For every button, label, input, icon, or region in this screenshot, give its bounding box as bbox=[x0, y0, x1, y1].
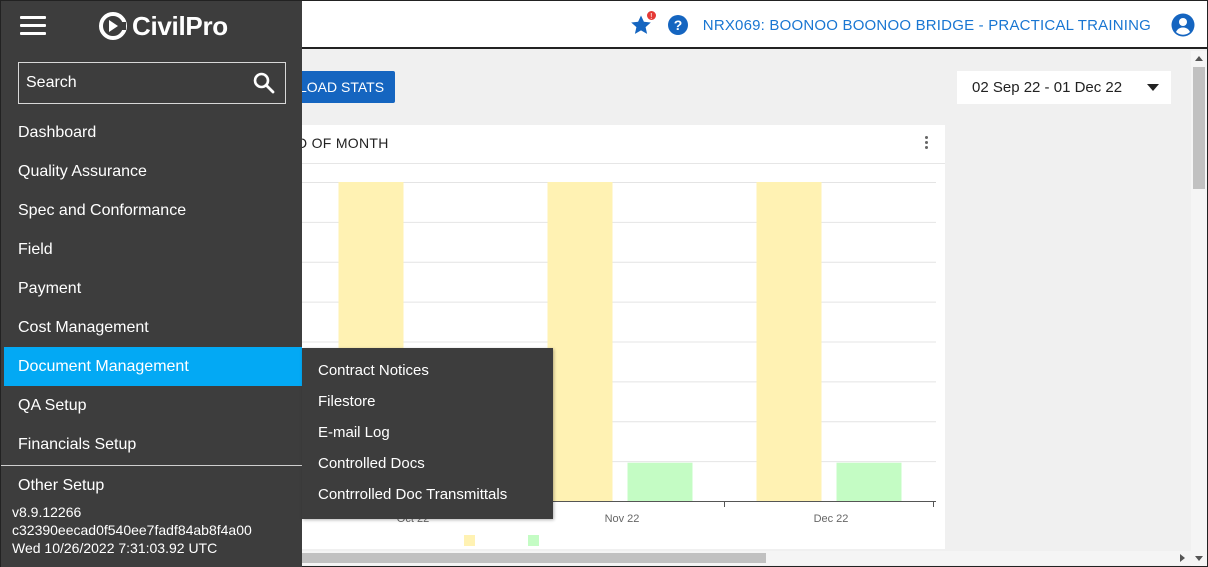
sidebar-item-qa-setup[interactable]: QA Setup bbox=[18, 397, 87, 414]
sidebar-item-other-setup[interactable]: Other Setup bbox=[18, 477, 105, 494]
sidebar-item-spec-and-conformance[interactable]: Spec and Conformance bbox=[18, 202, 187, 219]
sidebar-item-dashboard[interactable]: Dashboard bbox=[18, 124, 97, 141]
submenu-item-email-log[interactable]: E-mail Log bbox=[318, 424, 390, 441]
submenu-item-contract-notices[interactable]: Contract Notices bbox=[318, 362, 429, 379]
sidebar-item-document-management[interactable]: Document Management bbox=[4, 347, 302, 386]
date-range-value: 02 Sep 22 - 01 Dec 22 bbox=[972, 79, 1123, 96]
bar bbox=[627, 462, 693, 501]
horizontal-scroll-thumb[interactable] bbox=[291, 553, 766, 563]
vertical-scrollbar[interactable] bbox=[1191, 51, 1207, 566]
search-icon[interactable] bbox=[252, 71, 276, 95]
x-tick-label: Dec 22 bbox=[814, 513, 849, 525]
sidebar-header: CivilPro bbox=[1, 1, 302, 51]
version-info: v8.9.12266 c32390eecad0f540ee7fadf84ab8f… bbox=[12, 503, 302, 557]
search-input[interactable] bbox=[26, 74, 241, 92]
x-tick-label: Nov 22 bbox=[605, 513, 640, 525]
build-timestamp: Wed 10/26/2022 7:31:03.92 UTC bbox=[12, 540, 218, 556]
hamburger-menu-icon[interactable] bbox=[20, 16, 46, 36]
user-icon[interactable] bbox=[1171, 13, 1195, 37]
dropdown-caret-icon bbox=[1147, 84, 1159, 91]
top-bar-actions: ! ? NRX069: BOONOO BOONOO BRIDGE - PRACT… bbox=[629, 1, 1195, 49]
favourites-button[interactable]: ! bbox=[629, 10, 657, 37]
civilpro-logo-icon bbox=[99, 12, 127, 40]
vertical-scroll-thumb[interactable] bbox=[1193, 67, 1205, 189]
star-icon bbox=[630, 15, 651, 34]
search-field[interactable] bbox=[18, 62, 286, 104]
card-divider bbox=[291, 163, 945, 164]
horizontal-scrollbar[interactable] bbox=[291, 551, 1191, 565]
brand-logo[interactable]: CivilPro bbox=[98, 9, 228, 43]
chart-card-title: D OF MONTH bbox=[297, 135, 389, 151]
more-options-icon[interactable] bbox=[923, 136, 929, 152]
sidebar-item-field[interactable]: Field bbox=[18, 241, 53, 258]
help-icon[interactable]: ? bbox=[667, 14, 689, 36]
notification-badge: ! bbox=[645, 10, 657, 21]
load-stats-button[interactable]: LOAD STATS bbox=[291, 71, 396, 103]
legend-swatch bbox=[464, 535, 475, 546]
bar bbox=[836, 462, 902, 501]
submenu-item-controlled-doc-transmittals[interactable]: Contrrolled Doc Transmittals bbox=[318, 486, 508, 503]
sidebar-item-quality-assurance[interactable]: Quality Assurance bbox=[18, 163, 147, 180]
brand-name: CivilPro bbox=[132, 10, 228, 41]
bar bbox=[547, 182, 613, 501]
submenu-item-controlled-docs[interactable]: Controlled Docs bbox=[318, 455, 425, 472]
commit-hash: c32390eecad0f540ee7fadf84ab8f4a00 bbox=[12, 522, 252, 538]
legend-swatch bbox=[528, 535, 539, 546]
submenu-item-filestore[interactable]: Filestore bbox=[318, 393, 376, 410]
scroll-up-arrow-icon[interactable] bbox=[1195, 56, 1203, 61]
version-number: v8.9.12266 bbox=[12, 504, 82, 520]
menu-divider bbox=[1, 465, 302, 466]
sidebar-menu: Dashboard Quality Assurance Spec and Con… bbox=[1, 113, 302, 505]
date-range-select[interactable]: 02 Sep 22 - 01 Dec 22 bbox=[957, 71, 1171, 104]
sidebar: CivilPro Dashboard Quality Assurance Spe… bbox=[1, 1, 302, 567]
sidebar-item-financials-setup[interactable]: Financials Setup bbox=[18, 436, 137, 453]
bar-chart: Oct 22 Nov 22 Dec 22 bbox=[291, 182, 936, 546]
document-management-submenu: Contract Notices Filestore E-mail Log Co… bbox=[302, 348, 553, 519]
sidebar-item-cost-management[interactable]: Cost Management bbox=[18, 319, 149, 336]
bar bbox=[756, 182, 822, 501]
svg-text:?: ? bbox=[674, 17, 683, 33]
scroll-right-arrow-icon[interactable] bbox=[1180, 554, 1185, 562]
sidebar-item-payment[interactable]: Payment bbox=[18, 280, 82, 297]
project-title[interactable]: NRX069: BOONOO BOONOO BRIDGE - PRACTICAL… bbox=[702, 16, 1151, 34]
scroll-down-arrow-icon[interactable] bbox=[1195, 556, 1203, 561]
